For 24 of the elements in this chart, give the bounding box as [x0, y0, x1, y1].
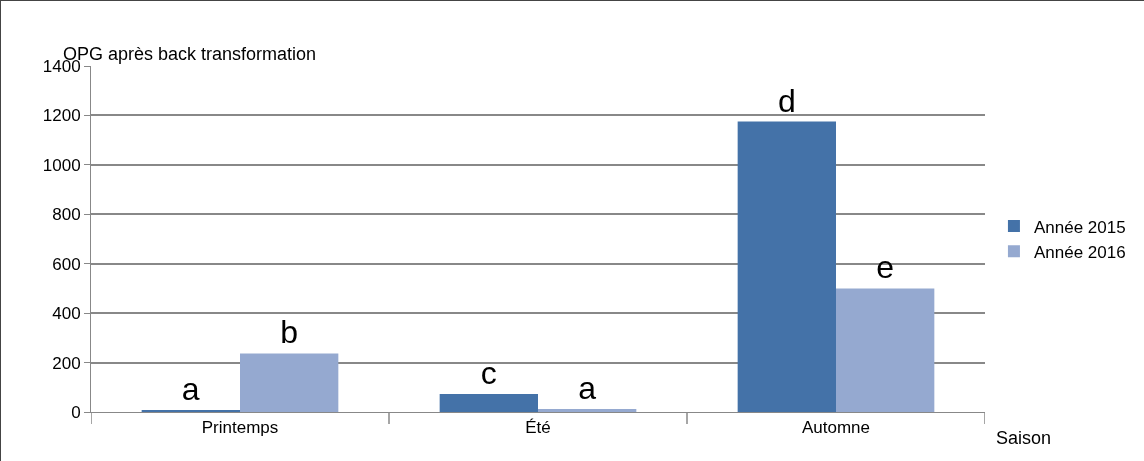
bar: [439, 393, 538, 412]
legend-label: Année 2016: [1033, 242, 1126, 262]
y-tick-label: 200: [52, 353, 81, 373]
y-tick-label: 1200: [42, 106, 81, 126]
bar: [836, 288, 935, 412]
y-tick-label: 0: [71, 402, 81, 422]
x-axis-title: Saison: [996, 428, 1052, 448]
bar: [538, 409, 637, 412]
data-label: a: [578, 370, 597, 407]
bar: [737, 121, 836, 412]
legend-label: Année 2015: [1033, 217, 1126, 237]
x-tick-label: Printemps: [201, 418, 279, 438]
x-tick-label: Automne: [801, 418, 871, 438]
bar: [240, 353, 339, 412]
data-label: e: [876, 249, 895, 286]
x-tick-label: Été: [525, 418, 551, 438]
y-tick-label: 800: [52, 205, 81, 225]
y-tick-label: 600: [52, 254, 81, 274]
y-tick-label: 400: [52, 304, 81, 324]
data-label: b: [280, 314, 299, 351]
data-label: c: [480, 354, 497, 391]
y-tick-label: 1000: [42, 155, 81, 175]
data-label: d: [777, 82, 796, 119]
data-label: a: [181, 371, 200, 407]
